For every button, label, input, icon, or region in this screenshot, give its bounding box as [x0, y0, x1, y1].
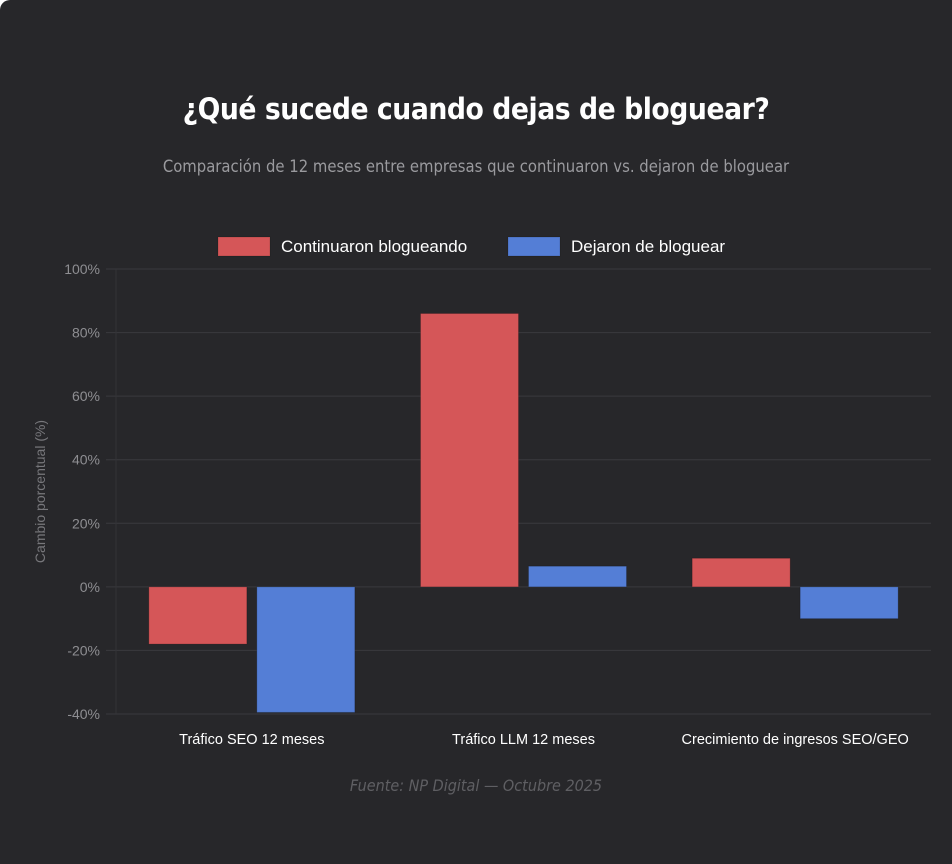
- chart-subtitle: Comparación de 12 meses entre empresas q…: [162, 157, 790, 176]
- x-category-label: Crecimiento de ingresos SEO/GEO: [682, 732, 909, 748]
- legend-label: Dejaron de bloguear: [571, 237, 725, 256]
- legend-item-stopped[interactable]: Dejaron de bloguear: [507, 236, 725, 257]
- legend-label: Continuaron blogueando: [281, 237, 467, 256]
- y-tick-label: 0%: [80, 579, 100, 595]
- bars: [148, 313, 899, 713]
- legend[interactable]: Continuaron blogueando Dejaron de bloguea…: [217, 236, 725, 257]
- y-axis-ticks: 100% 80% 60% 40% 20% 0% -20% -40%: [64, 261, 100, 722]
- bar-stopped[interactable]: [256, 586, 356, 713]
- y-tick-label: 80%: [72, 325, 100, 341]
- y-tick-label: 60%: [72, 388, 100, 404]
- chart-title: ¿Qué sucede cuando dejas de bloguear?: [182, 92, 770, 126]
- bar-continued[interactable]: [420, 313, 519, 588]
- y-axis-title: Cambio porcentual (%): [32, 420, 48, 563]
- bar-continued[interactable]: [691, 557, 791, 588]
- y-tick-label: -20%: [67, 642, 100, 658]
- y-tick-label: -40%: [67, 706, 100, 722]
- y-tick-label: 20%: [72, 515, 100, 531]
- legend-swatch: [217, 236, 271, 257]
- legend-swatch: [507, 236, 561, 257]
- x-category-label: Tráfico SEO 12 meses: [179, 732, 324, 748]
- bar-stopped[interactable]: [528, 565, 627, 588]
- x-axis-labels: Tráfico SEO 12 meses Tráfico LLM 12 meses…: [179, 732, 909, 748]
- source-footnote: Fuente: NP Digital — Octubre 2025: [349, 776, 603, 795]
- y-tick-label: 100%: [64, 261, 100, 277]
- bar-stopped[interactable]: [799, 586, 899, 620]
- legend-item-continued[interactable]: Continuaron blogueando: [217, 236, 467, 257]
- x-category-label: Tráfico LLM 12 meses: [452, 732, 595, 748]
- y-tick-label: 40%: [72, 452, 100, 468]
- bar-continued[interactable]: [148, 586, 248, 645]
